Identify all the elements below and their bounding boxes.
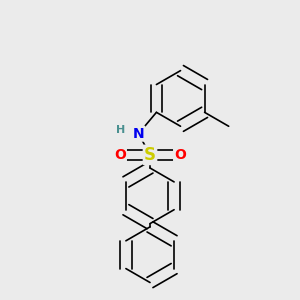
Text: N: N [133, 127, 144, 141]
Text: H: H [116, 125, 125, 135]
Text: O: O [174, 148, 186, 162]
Text: S: S [144, 146, 156, 164]
Text: O: O [114, 148, 126, 162]
